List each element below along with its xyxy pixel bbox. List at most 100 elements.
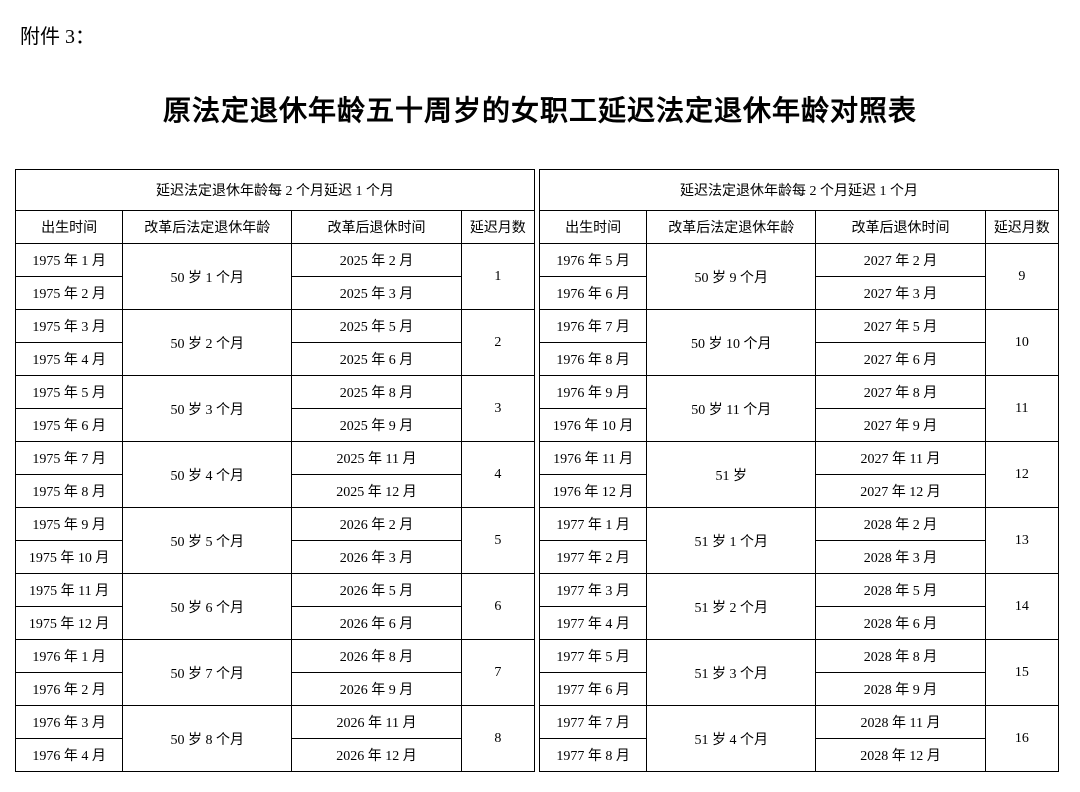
cell-retire: 2025 年 11 月	[292, 442, 461, 475]
cell-birth: 1976 年 2 月	[16, 673, 123, 706]
cell-birth: 1977 年 7 月	[540, 706, 647, 739]
cell-age: 50 岁 9 个月	[647, 244, 816, 310]
page-title: 原法定退休年龄五十周岁的女职工延迟法定退休年龄对照表	[15, 89, 1065, 129]
cell-birth: 1975 年 3 月	[16, 310, 123, 343]
cell-delay: 10	[985, 310, 1058, 376]
table-row: 1975 年 11 月50 岁 6 个月2026 年 5 月6	[16, 574, 535, 607]
cell-age: 51 岁 2 个月	[647, 574, 816, 640]
cell-delay: 1	[461, 244, 534, 310]
table-row: 1976 年 9 月50 岁 11 个月2027 年 8 月11	[540, 376, 1059, 409]
cell-birth: 1975 年 6 月	[16, 409, 123, 442]
cell-retire: 2027 年 8 月	[816, 376, 985, 409]
cell-retire: 2026 年 6 月	[292, 607, 461, 640]
table-row: 1975 年 5 月50 岁 3 个月2025 年 8 月3	[16, 376, 535, 409]
cell-birth: 1977 年 6 月	[540, 673, 647, 706]
cell-age: 51 岁 1 个月	[647, 508, 816, 574]
cell-retire: 2028 年 6 月	[816, 607, 985, 640]
cell-age: 50 岁 4 个月	[123, 442, 292, 508]
cell-birth: 1977 年 8 月	[540, 739, 647, 772]
right-table: 延迟法定退休年龄每 2 个月延迟 1 个月 出生时间 改革后法定退休年龄 改革后…	[539, 169, 1059, 772]
cell-retire: 2027 年 9 月	[816, 409, 985, 442]
cell-birth: 1976 年 11 月	[540, 442, 647, 475]
left-table: 延迟法定退休年龄每 2 个月延迟 1 个月 出生时间 改革后法定退休年龄 改革后…	[15, 169, 535, 772]
col-delay: 延迟月数	[461, 211, 534, 244]
cell-retire: 2028 年 11 月	[816, 706, 985, 739]
cell-age: 50 岁 8 个月	[123, 706, 292, 772]
cell-age: 51 岁 4 个月	[647, 706, 816, 772]
cell-birth: 1977 年 1 月	[540, 508, 647, 541]
col-age: 改革后法定退休年龄	[647, 211, 816, 244]
cell-birth: 1976 年 8 月	[540, 343, 647, 376]
cell-birth: 1975 年 4 月	[16, 343, 123, 376]
cell-birth: 1976 年 4 月	[16, 739, 123, 772]
cell-birth: 1976 年 1 月	[16, 640, 123, 673]
cell-birth: 1975 年 1 月	[16, 244, 123, 277]
cell-delay: 9	[985, 244, 1058, 310]
tables-container: 延迟法定退休年龄每 2 个月延迟 1 个月 出生时间 改革后法定退休年龄 改革后…	[15, 169, 1065, 772]
cell-retire: 2027 年 11 月	[816, 442, 985, 475]
cell-retire: 2026 年 9 月	[292, 673, 461, 706]
cell-age: 50 岁 2 个月	[123, 310, 292, 376]
cell-delay: 8	[461, 706, 534, 772]
cell-retire: 2028 年 2 月	[816, 508, 985, 541]
cell-age: 50 岁 3 个月	[123, 376, 292, 442]
table-row: 1975 年 3 月50 岁 2 个月2025 年 5 月2	[16, 310, 535, 343]
col-birth: 出生时间	[540, 211, 647, 244]
cell-delay: 2	[461, 310, 534, 376]
cell-birth: 1977 年 5 月	[540, 640, 647, 673]
cell-birth: 1976 年 12 月	[540, 475, 647, 508]
col-retire: 改革后退休时间	[816, 211, 985, 244]
cell-retire: 2025 年 12 月	[292, 475, 461, 508]
table-row: 1976 年 5 月50 岁 9 个月2027 年 2 月9	[540, 244, 1059, 277]
cell-birth: 1977 年 4 月	[540, 607, 647, 640]
cell-retire: 2028 年 12 月	[816, 739, 985, 772]
table-row: 1977 年 5 月51 岁 3 个月2028 年 8 月15	[540, 640, 1059, 673]
table-row: 1976 年 1 月50 岁 7 个月2026 年 8 月7	[16, 640, 535, 673]
group-header-left: 延迟法定退休年龄每 2 个月延迟 1 个月	[16, 170, 535, 211]
cell-birth: 1976 年 10 月	[540, 409, 647, 442]
cell-retire: 2027 年 6 月	[816, 343, 985, 376]
cell-age: 50 岁 1 个月	[123, 244, 292, 310]
cell-birth: 1977 年 3 月	[540, 574, 647, 607]
cell-retire: 2026 年 12 月	[292, 739, 461, 772]
cell-birth: 1975 年 10 月	[16, 541, 123, 574]
cell-birth: 1977 年 2 月	[540, 541, 647, 574]
cell-delay: 15	[985, 640, 1058, 706]
cell-retire: 2026 年 5 月	[292, 574, 461, 607]
table-row: 1977 年 7 月51 岁 4 个月2028 年 11 月16	[540, 706, 1059, 739]
cell-age: 51 岁 3 个月	[647, 640, 816, 706]
cell-age: 50 岁 11 个月	[647, 376, 816, 442]
cell-birth: 1975 年 7 月	[16, 442, 123, 475]
table-row: 1975 年 7 月50 岁 4 个月2025 年 11 月4	[16, 442, 535, 475]
cell-retire: 2025 年 6 月	[292, 343, 461, 376]
cell-birth: 1975 年 8 月	[16, 475, 123, 508]
left-tbody: 1975 年 1 月50 岁 1 个月2025 年 2 月11975 年 2 月…	[16, 244, 535, 772]
cell-retire: 2027 年 3 月	[816, 277, 985, 310]
cell-age: 50 岁 10 个月	[647, 310, 816, 376]
cell-retire: 2026 年 8 月	[292, 640, 461, 673]
cell-retire: 2028 年 8 月	[816, 640, 985, 673]
cell-delay: 6	[461, 574, 534, 640]
cell-retire: 2027 年 2 月	[816, 244, 985, 277]
cell-age: 50 岁 5 个月	[123, 508, 292, 574]
table-row: 1975 年 1 月50 岁 1 个月2025 年 2 月1	[16, 244, 535, 277]
cell-retire: 2025 年 8 月	[292, 376, 461, 409]
table-row: 1975 年 9 月50 岁 5 个月2026 年 2 月5	[16, 508, 535, 541]
table-row: 1977 年 1 月51 岁 1 个月2028 年 2 月13	[540, 508, 1059, 541]
col-retire: 改革后退休时间	[292, 211, 461, 244]
table-row: 1977 年 3 月51 岁 2 个月2028 年 5 月14	[540, 574, 1059, 607]
cell-delay: 13	[985, 508, 1058, 574]
cell-retire: 2025 年 5 月	[292, 310, 461, 343]
cell-birth: 1975 年 5 月	[16, 376, 123, 409]
cell-birth: 1976 年 6 月	[540, 277, 647, 310]
cell-retire: 2026 年 3 月	[292, 541, 461, 574]
table-row: 1976 年 11 月51 岁2027 年 11 月12	[540, 442, 1059, 475]
table-row: 1976 年 3 月50 岁 8 个月2026 年 11 月8	[16, 706, 535, 739]
cell-delay: 7	[461, 640, 534, 706]
cell-delay: 16	[985, 706, 1058, 772]
cell-birth: 1975 年 2 月	[16, 277, 123, 310]
cell-retire: 2025 年 9 月	[292, 409, 461, 442]
table-row: 1976 年 7 月50 岁 10 个月2027 年 5 月10	[540, 310, 1059, 343]
cell-retire: 2028 年 3 月	[816, 541, 985, 574]
cell-retire: 2027 年 5 月	[816, 310, 985, 343]
